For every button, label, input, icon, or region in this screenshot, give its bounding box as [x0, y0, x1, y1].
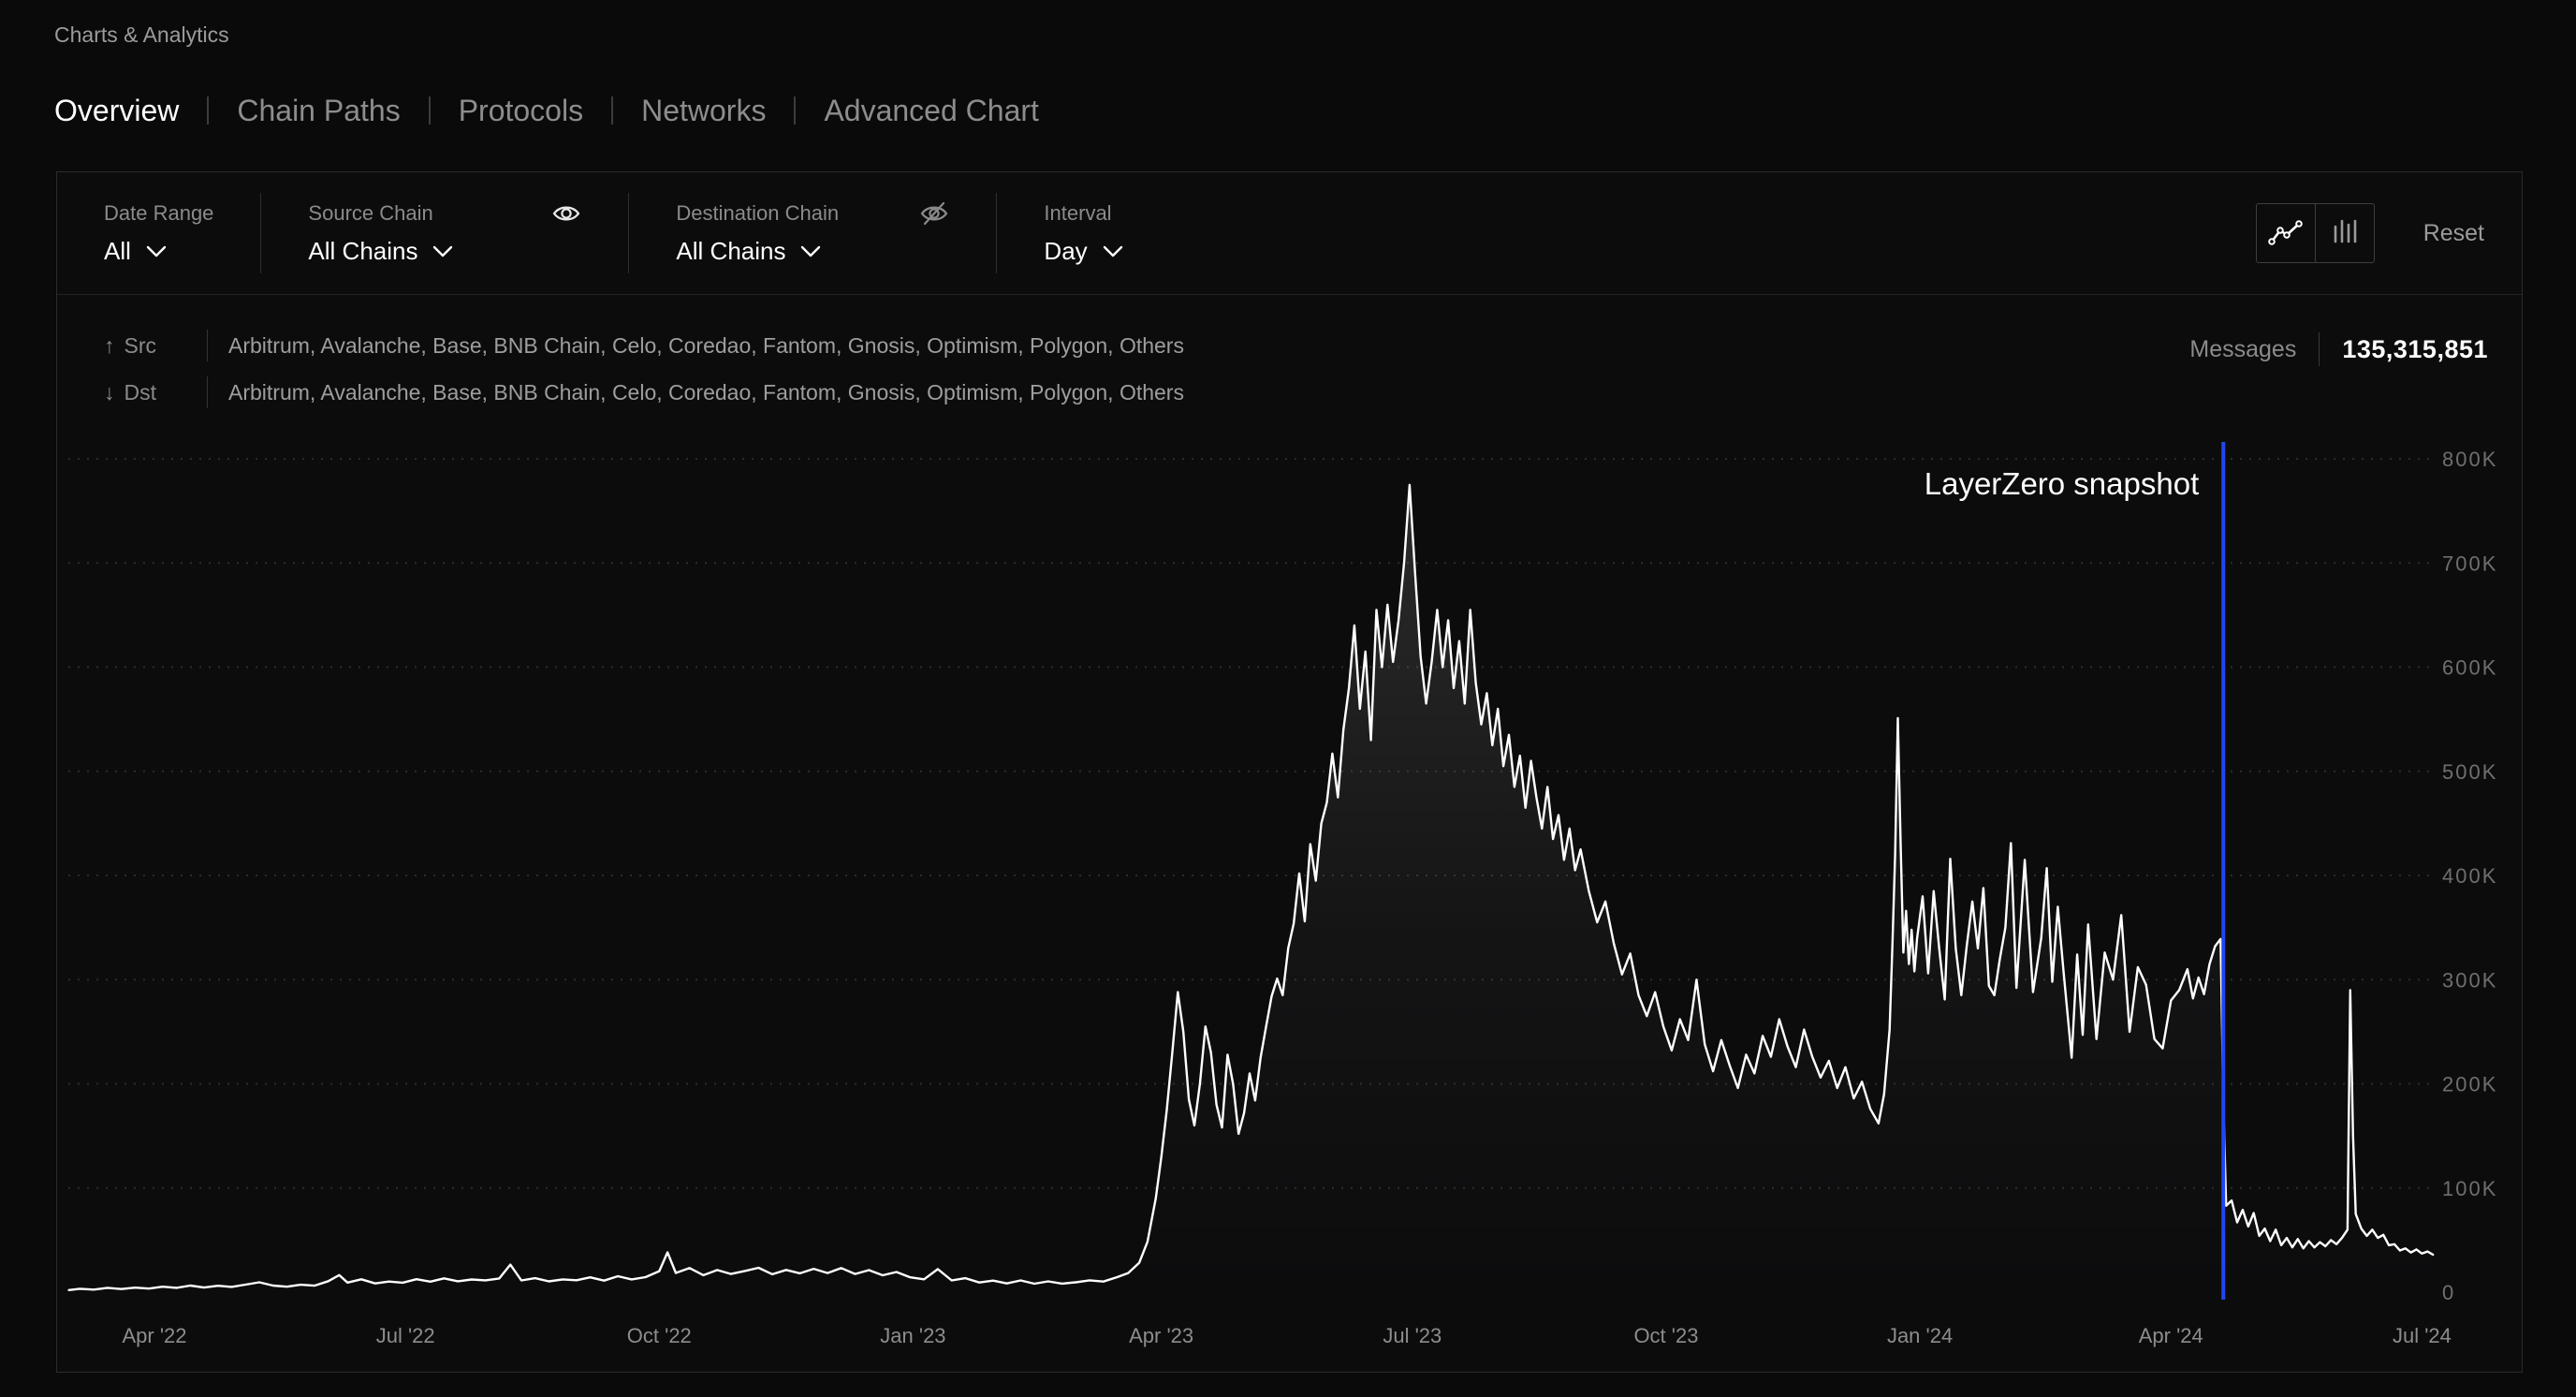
tab-separator — [794, 96, 797, 125]
tab-advanced-chart[interactable]: Advanced Chart — [824, 94, 1039, 127]
chevron-down-icon — [1103, 245, 1122, 257]
filter-divider — [996, 193, 998, 273]
y-axis-label: 300K — [2442, 968, 2497, 992]
chevron-down-icon — [801, 245, 821, 257]
filter-bar: Date Range All Source Chain — [57, 172, 2522, 295]
x-axis-label: Jan '23 — [880, 1324, 945, 1347]
tab-separator — [428, 96, 431, 125]
meta-divider — [2319, 332, 2320, 366]
y-axis-label: 600K — [2442, 656, 2497, 680]
dst-chains-row: ↓ Dst Arbitrum, Avalanche, Base, BNB Cha… — [104, 376, 1184, 408]
meta-divider — [207, 376, 208, 408]
filter-source-chain[interactable]: Source Chain All Chains — [261, 199, 581, 268]
chevron-down-icon — [146, 245, 167, 257]
y-axis-label: 400K — [2442, 864, 2497, 888]
interval-value[interactable]: Day — [1044, 237, 1088, 265]
filter-divider — [260, 193, 262, 273]
arrow-down-icon: ↓ — [104, 379, 115, 404]
snapshot-annotation-label: LayerZero snapshot — [1925, 466, 2200, 501]
x-axis-label: Apr '23 — [1129, 1324, 1193, 1347]
line-chart-toggle-button[interactable] — [2257, 204, 2315, 262]
messages-line-series — [67, 483, 2435, 1291]
x-axis-label: Apr '24 — [2139, 1324, 2203, 1347]
messages-total: Messages 135,315,851 — [2189, 331, 2488, 367]
tab-networks[interactable]: Networks — [641, 94, 767, 127]
reset-button[interactable]: Reset — [2422, 219, 2484, 246]
bar-chart-toggle-button[interactable] — [2314, 204, 2374, 262]
x-axis-label: Jan '24 — [1887, 1324, 1953, 1347]
chevron-down-icon — [433, 245, 453, 257]
messages-chart[interactable]: 0 100K 200K 300K 400K 500K 600K 700K 800K LayerZe… — [57, 412, 2524, 1374]
tab-separator — [207, 96, 210, 125]
filter-divider — [628, 193, 630, 273]
src-key: ↑ Src — [104, 333, 186, 359]
dst-label: Dst — [124, 379, 157, 404]
tab-chain-paths[interactable]: Chain Paths — [237, 94, 401, 127]
chart-type-toggle — [2255, 203, 2375, 263]
filter-destination-chain[interactable]: Destination Chain All Chains — [629, 199, 949, 268]
tab-separator — [611, 96, 614, 125]
interval-label: Interval — [1044, 200, 1112, 225]
area-fill — [68, 484, 2434, 1292]
line-chart-icon — [2267, 220, 2303, 245]
y-axis-label: 500K — [2442, 760, 2497, 784]
destination-chain-label: Destination Chain — [676, 200, 840, 225]
source-visibility-toggle[interactable] — [551, 199, 581, 228]
analytics-card: Date Range All Source Chain — [56, 171, 2523, 1373]
filter-date-range[interactable]: Date Range All — [57, 199, 213, 268]
tab-overview[interactable]: Overview — [54, 94, 180, 127]
messages-count: 135,315,851 — [2342, 334, 2488, 363]
x-axis-label: Jul '22 — [376, 1324, 435, 1347]
x-axis-label: Apr '22 — [122, 1324, 186, 1347]
y-axis-label: 200K — [2442, 1073, 2497, 1096]
messages-label: Messages — [2189, 335, 2297, 362]
arrow-up-icon: ↑ — [104, 332, 115, 358]
tab-bar: Overview Chain Paths Protocols Networks Adva… — [54, 90, 1039, 131]
y-axis-label: 700K — [2442, 551, 2497, 575]
date-range-value[interactable]: All — [104, 237, 131, 265]
source-chain-value[interactable]: All Chains — [308, 237, 418, 265]
dst-chain-list: Arbitrum, Avalanche, Base, BNB Chain, Ce… — [228, 379, 1184, 404]
x-axis-label: Oct '23 — [1633, 1324, 1698, 1347]
eye-off-icon — [921, 201, 948, 225]
source-chain-label: Source Chain — [308, 200, 433, 225]
breadcrumb: Charts & Analytics — [54, 22, 229, 47]
src-label: Src — [124, 332, 157, 358]
destination-chain-value[interactable]: All Chains — [676, 237, 786, 265]
src-chains-row: ↑ Src Arbitrum, Avalanche, Base, BNB Cha… — [104, 330, 1184, 361]
x-axis-label: Jul '24 — [2393, 1324, 2452, 1347]
chain-path-summary: ↑ Src Arbitrum, Avalanche, Base, BNB Cha… — [104, 330, 1184, 408]
eye-icon — [553, 206, 580, 220]
x-axis-label: Oct '22 — [627, 1324, 692, 1347]
y-axis-label: 0 — [2442, 1281, 2455, 1304]
meta-divider — [207, 330, 208, 361]
bar-chart-icon — [2334, 219, 2356, 243]
date-range-label: Date Range — [104, 200, 214, 225]
chart-controls: Reset — [2255, 203, 2484, 263]
destination-visibility-toggle[interactable] — [919, 199, 949, 228]
src-chain-list: Arbitrum, Avalanche, Base, BNB Chain, Ce… — [228, 332, 1184, 358]
tab-protocols[interactable]: Protocols — [458, 94, 584, 127]
y-axis-label: 100K — [2442, 1177, 2497, 1200]
filter-interval[interactable]: Interval Day — [997, 199, 1123, 268]
dst-key: ↓ Dst — [104, 380, 186, 405]
x-axis-label: Jul '23 — [1383, 1324, 1442, 1347]
y-axis-label: 800K — [2442, 448, 2497, 471]
